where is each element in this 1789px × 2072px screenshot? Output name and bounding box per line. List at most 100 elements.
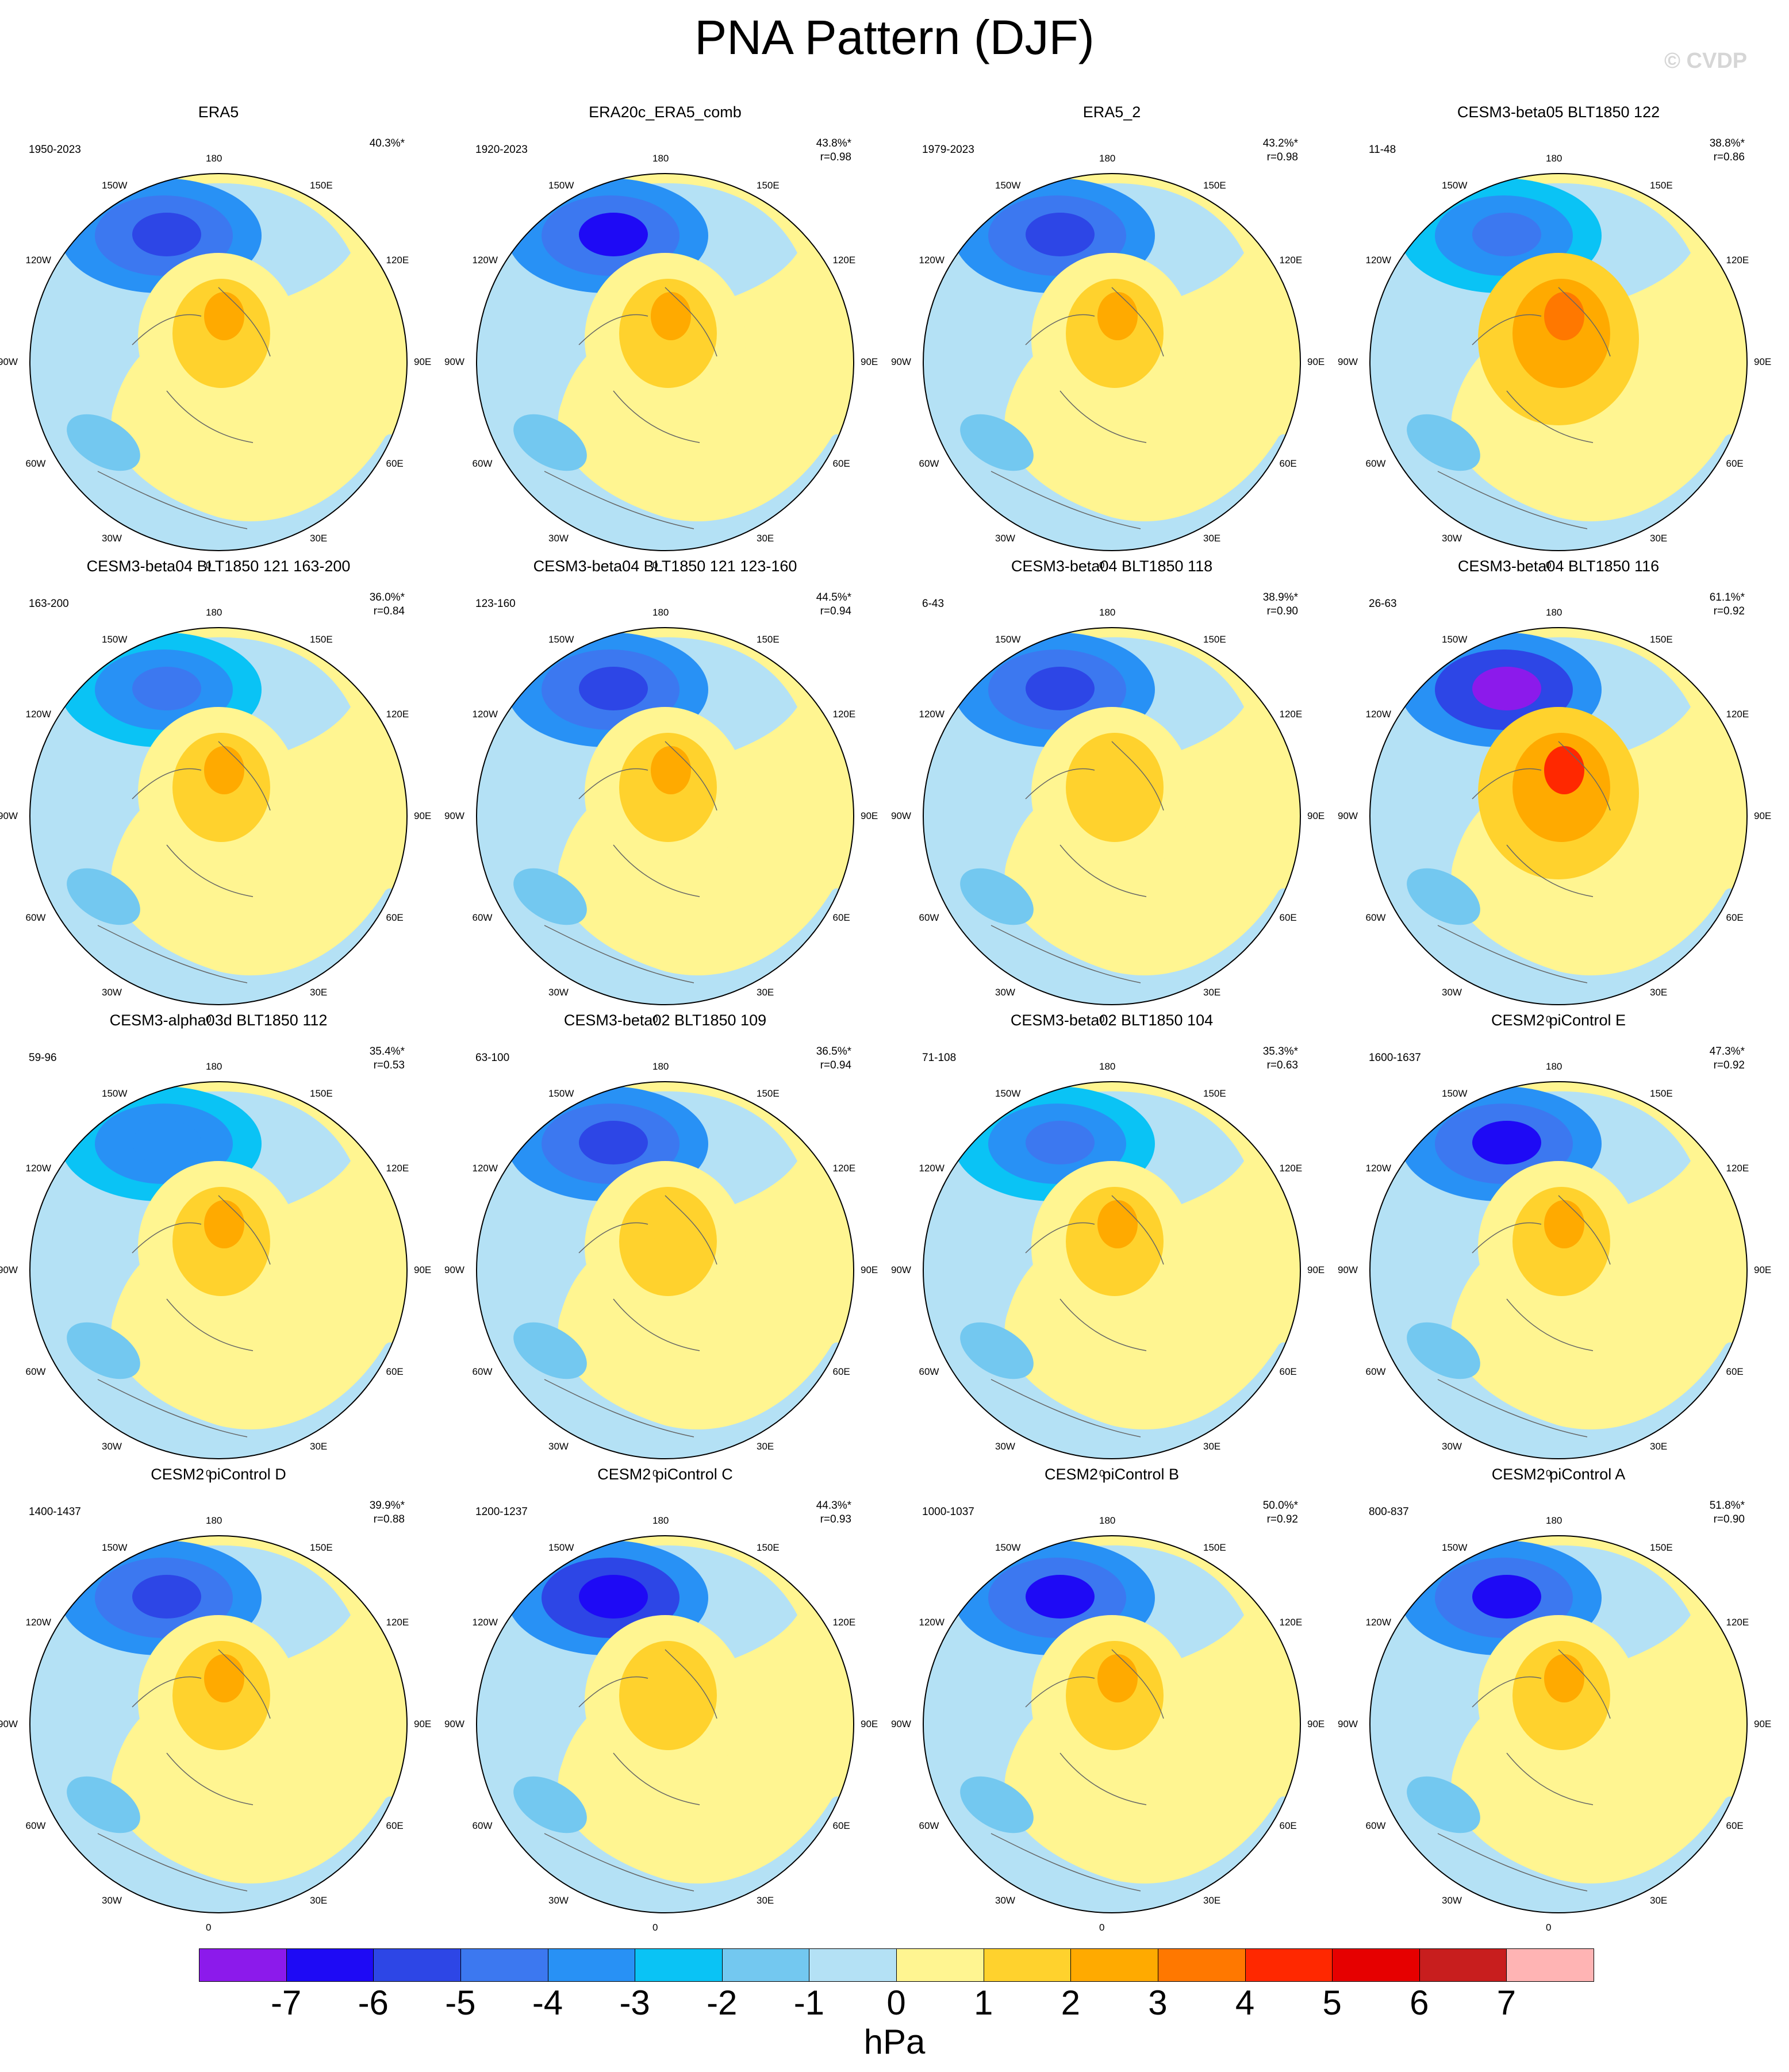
longitude-label: 90E: [414, 1719, 432, 1729]
panel-period: 1979-2023: [922, 144, 974, 156]
longitude-label: 180: [1099, 1061, 1116, 1072]
longitude-label: 90W: [891, 356, 911, 367]
longitude-label: 60W: [25, 1820, 46, 1831]
longitude-label: 180: [652, 607, 669, 618]
positive-anomaly-core: [651, 1200, 691, 1248]
longitude-label: 120W: [25, 1163, 51, 1174]
panel-title: CESM3-beta02 BLT1850 104: [1010, 1012, 1214, 1029]
pattern-correlation: r=0.92: [1266, 1513, 1298, 1525]
coastlines: [97, 741, 271, 983]
longitude-label: 120E: [1279, 1617, 1303, 1628]
variance-explained: 43.2%*: [1262, 137, 1298, 149]
longitude-label: 60E: [832, 912, 850, 923]
longitude-label: 150E: [310, 180, 333, 191]
coastlines: [1437, 1649, 1611, 1892]
pattern-correlation: r=0.86: [1713, 151, 1745, 163]
map-panel: CESM2 piControl A 800-837 51.8%* r=0.90 180 1…: [1338, 1460, 1777, 1933]
pattern-correlation: r=0.88: [373, 1513, 405, 1525]
longitude-label: 120W: [25, 1617, 51, 1628]
panel-title: CESM2 piControl B: [1044, 1466, 1180, 1483]
pattern-correlation: r=0.92: [1713, 605, 1745, 617]
longitude-label: 60W: [919, 1820, 939, 1831]
variance-explained: 43.8%*: [816, 137, 851, 149]
longitude-label: 30E: [1650, 532, 1668, 544]
panel-period: 71-108: [922, 1052, 957, 1064]
positive-anomaly-core: [1544, 1200, 1584, 1248]
longitude-label: 90W: [444, 1264, 464, 1275]
longitude-label: 30W: [102, 532, 122, 544]
colorbar-swatch: [199, 1948, 287, 1982]
longitude-label: 150E: [1203, 180, 1226, 191]
pattern-correlation: r=0.53: [373, 1059, 405, 1071]
polar-map: [29, 1081, 408, 1459]
longitude-label: 60W: [25, 912, 46, 923]
longitude-label: 60E: [386, 1366, 404, 1377]
panel-title: CESM3-beta04 BLT1850 116: [1457, 558, 1660, 575]
longitude-label: 30W: [102, 1894, 122, 1906]
coastlines: [991, 1649, 1164, 1892]
map-panel: CESM3-beta02 BLT1850 109 63-100 36.5%* r=0.…: [444, 1006, 884, 1479]
longitude-label: 90W: [444, 1719, 464, 1729]
panel-period: 1000-1037: [922, 1506, 974, 1518]
longitude-label: 120E: [1726, 255, 1749, 266]
panel-title: CESM2 piControl E: [1491, 1012, 1626, 1029]
longitude-label: 150W: [995, 1542, 1021, 1554]
coastlines: [1437, 1195, 1611, 1437]
panel-title: CESM3-beta04 BLT1850 121 123-160: [533, 558, 797, 575]
longitude-label: 120W: [1365, 709, 1391, 720]
panel-period: 1950-2023: [29, 144, 81, 156]
coastlines: [97, 287, 271, 529]
longitude-label: 30E: [1203, 1894, 1221, 1906]
longitude-label: 150E: [1650, 1088, 1673, 1100]
map-panel: CESM2 piControl D 1400-1437 39.9%* r=0.88 18…: [0, 1460, 437, 1933]
map-panel: ERA5 1950-2023 40.3%* 180 150E 120E 90E 60E 30E 0…: [0, 98, 437, 571]
map-panel: CESM3-beta04 BLT1850 121 123-160 123-160 4…: [444, 552, 884, 1025]
polar-map: [476, 627, 854, 1005]
longitude-label: 0: [1546, 560, 1552, 571]
longitude-label: 60E: [1279, 912, 1297, 923]
colorbar-swatch: [983, 1948, 1072, 1982]
longitude-label: 0: [652, 1014, 658, 1025]
map-panel: CESM3-beta02 BLT1850 104 71-108 35.3%* r=0.…: [891, 1006, 1330, 1479]
map-border: [29, 1081, 408, 1459]
longitude-label: 120W: [1365, 255, 1391, 266]
longitude-label: 30E: [757, 986, 774, 998]
map-panel: CESM2 piControl E 1600-1637 47.3%* r=0.92 18…: [1338, 1006, 1777, 1479]
secondary-negative-anomaly: [513, 414, 587, 471]
longitude-label: 180: [652, 153, 669, 164]
longitude-label: 30E: [757, 1894, 774, 1906]
colorbar-tick-label: -2: [707, 1983, 738, 2022]
coastlines: [991, 1195, 1164, 1437]
negative-anomaly-core: [1026, 1121, 1095, 1164]
longitude-label: 0: [1546, 1468, 1552, 1479]
longitude-label: 90E: [1754, 1719, 1772, 1729]
secondary-negative-anomaly: [1407, 868, 1480, 925]
longitude-label: 90W: [1338, 356, 1358, 367]
coastlines: [991, 287, 1164, 529]
polar-map: [29, 1535, 408, 1913]
longitude-label: 0: [206, 1014, 212, 1025]
longitude-label: 60E: [386, 458, 404, 469]
map-panel: ERA5_2 1979-2023 43.2%* r=0.98 180 150E 120E 90…: [891, 98, 1330, 571]
panel-stats: 43.2%* r=0.98: [1241, 137, 1298, 164]
positive-anomaly-core: [204, 1200, 244, 1248]
colorbar-tick-label: 5: [1322, 1983, 1342, 2022]
longitude-label: 150E: [310, 634, 333, 645]
negative-anomaly-core: [579, 213, 648, 256]
colorbar-tick-label: 3: [1148, 1983, 1168, 2022]
longitude-label: 30W: [995, 532, 1015, 544]
panel-stats: 38.8%* r=0.86: [1687, 137, 1745, 164]
longitude-label: 90W: [891, 1264, 911, 1275]
panel-period: 163-200: [29, 598, 69, 610]
colorbar-swatch: [635, 1948, 723, 1982]
panel-stats: 43.8%* r=0.98: [794, 137, 851, 164]
colorbar-tick-label: -3: [619, 1983, 650, 2022]
negative-anomaly-core: [1026, 1575, 1095, 1619]
longitude-label: 150W: [548, 1088, 574, 1100]
longitude-label: 30W: [1442, 532, 1462, 544]
longitude-label: 120W: [472, 255, 498, 266]
longitude-label: 120W: [472, 709, 498, 720]
negative-anomaly-core: [1026, 213, 1095, 256]
longitude-label: 90W: [891, 1719, 911, 1729]
longitude-label: 120W: [919, 255, 945, 266]
